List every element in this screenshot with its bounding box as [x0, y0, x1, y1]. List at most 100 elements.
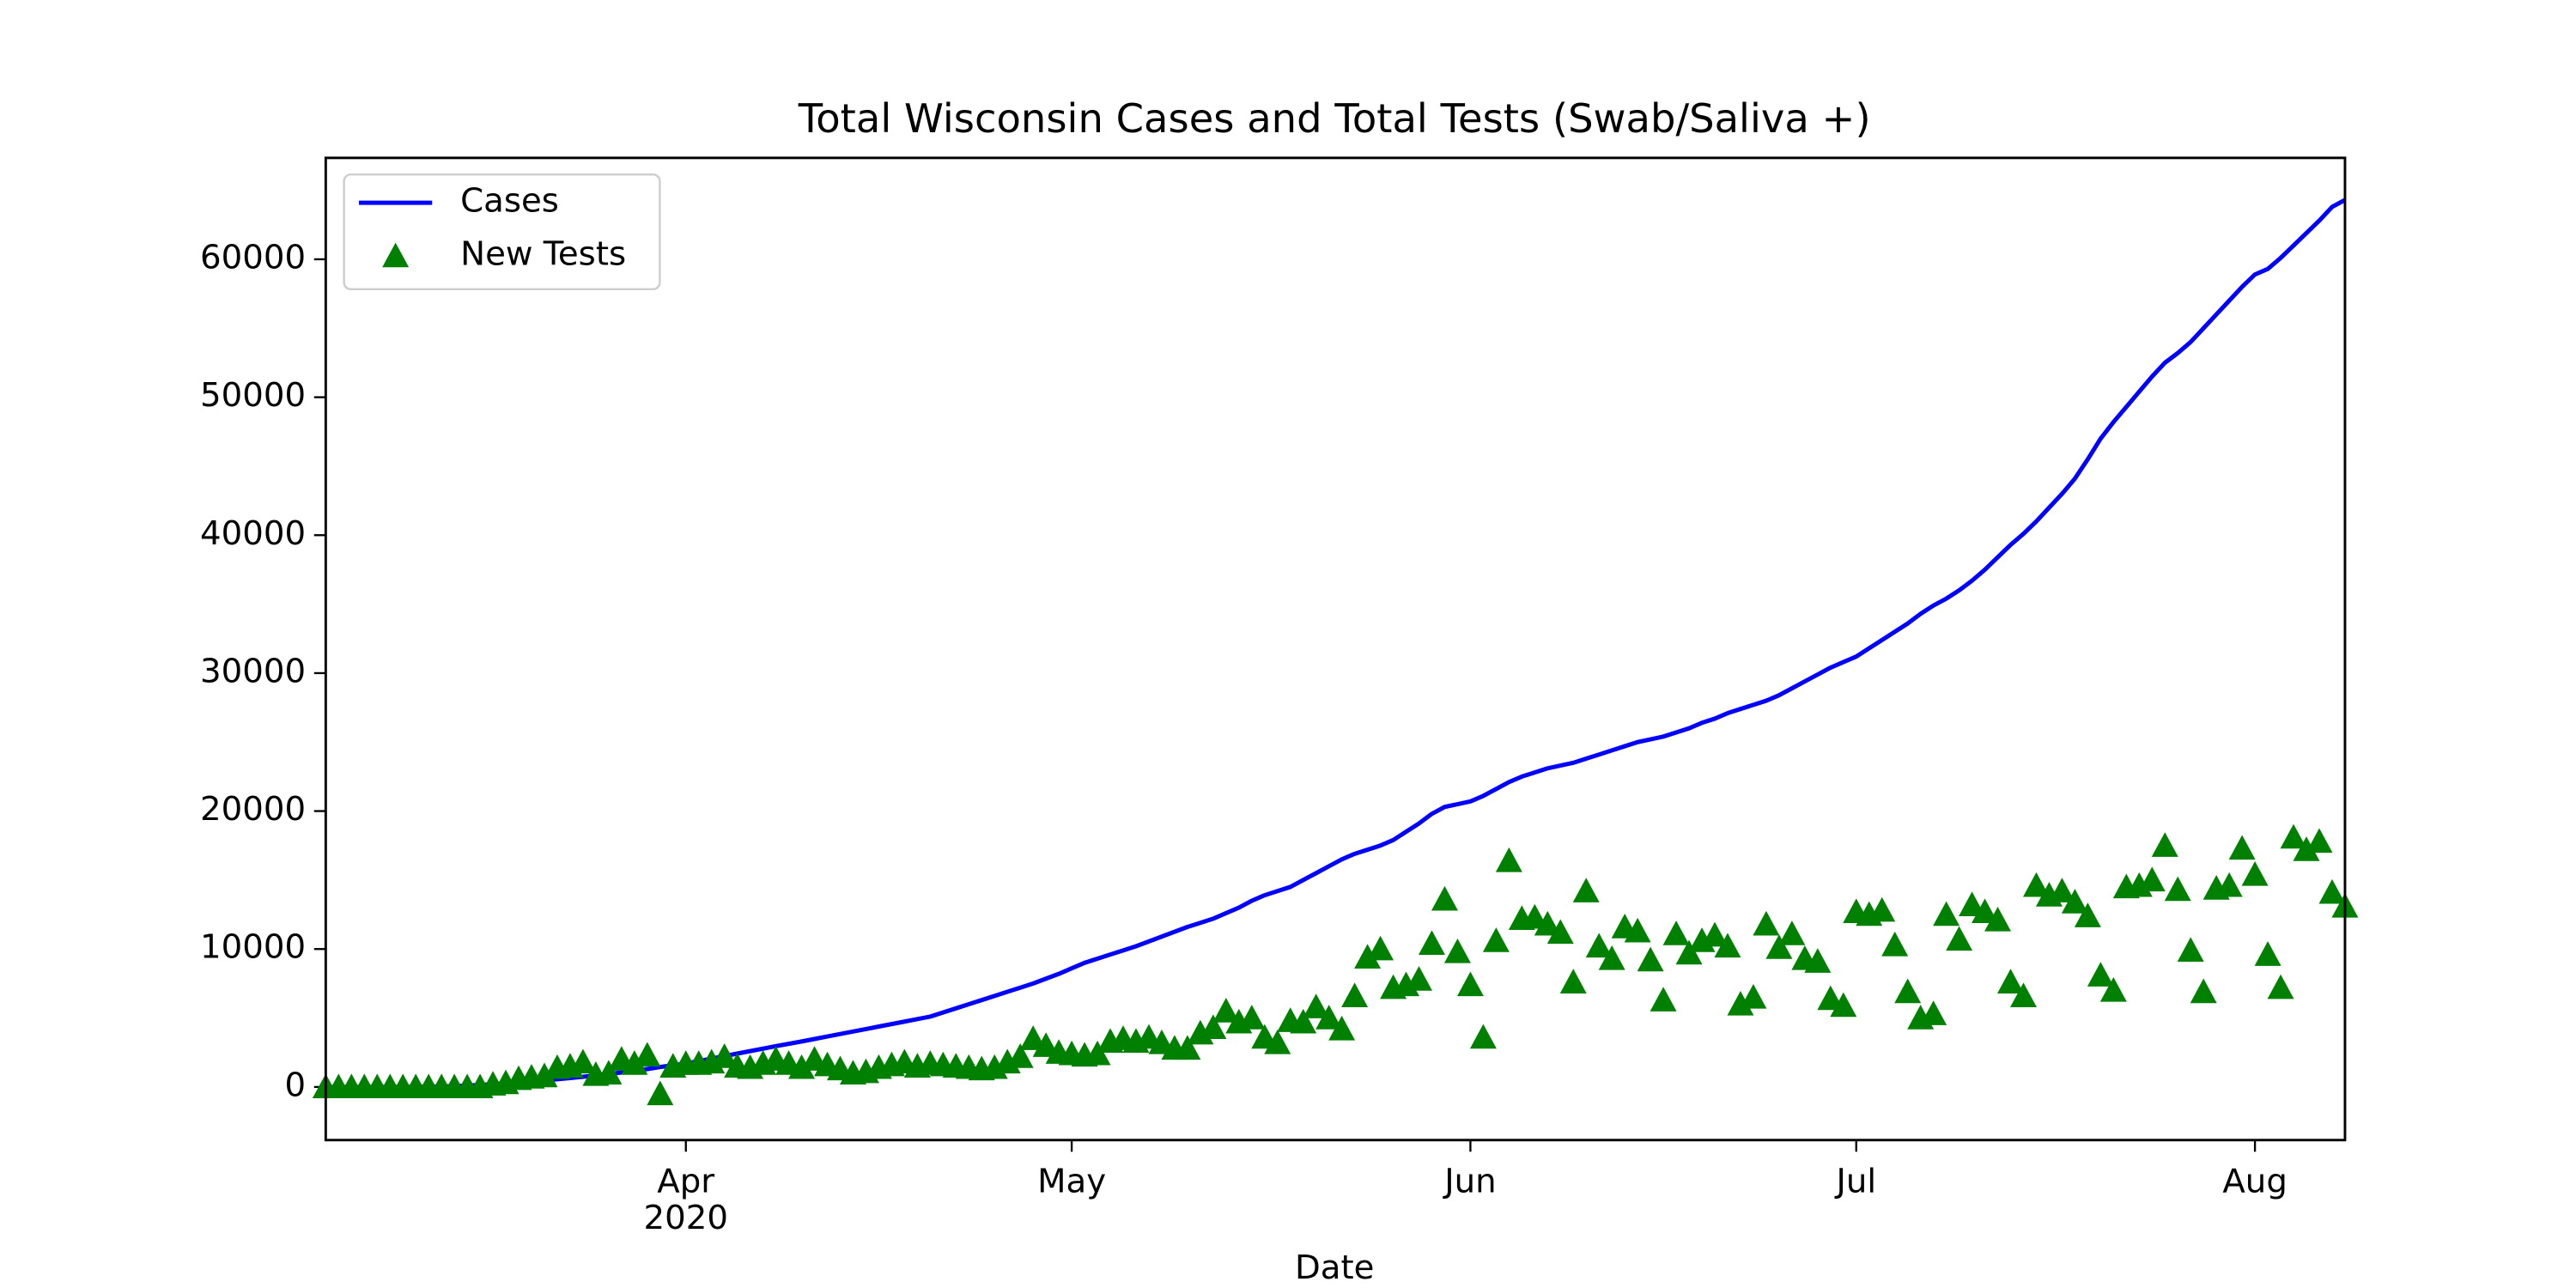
test-marker: [1868, 896, 1896, 922]
test-marker: [1546, 919, 1574, 945]
y-tick-label: 50000: [200, 376, 306, 415]
test-marker: [1649, 987, 1677, 1012]
test-marker: [1303, 993, 1330, 1018]
test-marker: [2151, 832, 2178, 857]
test-marker: [647, 1080, 674, 1106]
test-marker: [1315, 1005, 1343, 1030]
test-marker: [1469, 1024, 1497, 1049]
test-marker: [1675, 939, 1703, 965]
y-tick-label: 60000: [200, 238, 306, 276]
test-marker: [1740, 983, 1767, 1009]
test-marker: [2010, 982, 2037, 1008]
legend-label: Cases: [460, 182, 559, 221]
test-marker: [1264, 1029, 1291, 1054]
test-marker: [1212, 998, 1240, 1023]
test-marker: [1997, 969, 2025, 993]
y-tick-label: 40000: [200, 514, 306, 553]
test-marker: [634, 1042, 661, 1067]
test-marker: [1341, 982, 1369, 1008]
test-marker: [2164, 876, 2191, 902]
test-marker: [1367, 935, 1394, 961]
test-marker: [2087, 962, 2114, 987]
test-marker: [1894, 978, 1922, 1004]
test-marker: [1753, 910, 1780, 936]
test-marker: [569, 1048, 597, 1074]
x-year-label: 2020: [644, 1199, 728, 1237]
test-marker: [2318, 878, 2346, 904]
x-axis-label: Date: [1295, 1249, 1374, 1287]
test-marker: [1727, 991, 1754, 1016]
test-marker: [1971, 898, 1999, 924]
x-tick-label: May: [1037, 1163, 1106, 1201]
test-marker: [2267, 974, 2294, 999]
test-marker: [1354, 944, 1382, 969]
y-tick-label: 10000: [200, 928, 306, 967]
test-marker: [2074, 902, 2101, 927]
test-marker: [1637, 946, 1664, 972]
test-marker: [1572, 878, 1600, 902]
test-marker: [1765, 934, 1793, 959]
test-marker: [2023, 872, 2050, 897]
test-marker: [1174, 1035, 1201, 1060]
test-marker: [1881, 931, 1909, 957]
x-tick-label: Apr: [657, 1163, 714, 1201]
test-marker: [2241, 860, 2269, 886]
test-marker: [1443, 938, 1471, 963]
legend-swatch: [382, 242, 410, 268]
test-marker: [1701, 921, 1728, 947]
test-marker: [2306, 828, 2333, 854]
legend-label: New Tests: [460, 235, 626, 274]
test-marker: [1559, 969, 1587, 993]
test-marker: [2190, 978, 2217, 1004]
test-marker: [1946, 926, 1973, 951]
test-marker: [1804, 948, 1832, 973]
test-marker: [2177, 937, 2204, 963]
x-tick-label: Jul: [1834, 1163, 1876, 1201]
plot-frame: [324, 156, 2347, 1142]
test-marker: [1238, 1005, 1266, 1030]
test-marker: [1419, 930, 1445, 955]
test-marker: [1624, 917, 1651, 943]
test-marker: [2048, 878, 2075, 902]
x-tick-label: Aug: [2222, 1163, 2287, 1201]
test-marker: [788, 1054, 816, 1079]
test-marker: [1534, 910, 1561, 936]
test-marker: [1662, 920, 1690, 945]
test-marker: [2228, 835, 2256, 860]
test-marker: [1406, 966, 1433, 991]
test-marker: [1920, 1000, 1947, 1025]
test-marker: [2138, 866, 2166, 892]
series-line: [325, 197, 2347, 1090]
test-marker: [1200, 1014, 1227, 1039]
test-marker: [1084, 1040, 1111, 1066]
y-tick-label: 20000: [200, 790, 306, 829]
y-tick-label: 0: [285, 1066, 307, 1104]
y-tick-label: 30000: [200, 652, 306, 690]
test-marker: [2099, 976, 2127, 1002]
test-marker: [595, 1060, 623, 1084]
test-marker: [531, 1062, 558, 1088]
test-marker: [1933, 901, 1960, 927]
test-marker: [1830, 992, 1857, 1018]
test-marker: [711, 1043, 738, 1068]
test-marker: [1328, 1015, 1356, 1041]
test-marker: [1585, 933, 1613, 958]
test-marker: [2061, 889, 2088, 914]
test-marker: [2280, 823, 2307, 849]
test-marker: [1598, 945, 1625, 970]
test-marker: [1778, 920, 1806, 945]
test-marker: [1006, 1043, 1034, 1068]
test-marker: [2254, 941, 2281, 966]
test-marker: [2215, 872, 2243, 897]
test-marker: [2293, 836, 2320, 861]
test-marker: [621, 1050, 648, 1075]
test-marker: [1714, 933, 1741, 958]
chart-title: Total Wisconsin Cases and Total Tests (S…: [798, 95, 1871, 142]
test-marker: [1482, 927, 1510, 952]
test-marker: [1495, 847, 1522, 872]
test-marker: [1431, 885, 1458, 911]
test-marker: [1984, 907, 2012, 932]
test-marker: [1456, 971, 1484, 997]
